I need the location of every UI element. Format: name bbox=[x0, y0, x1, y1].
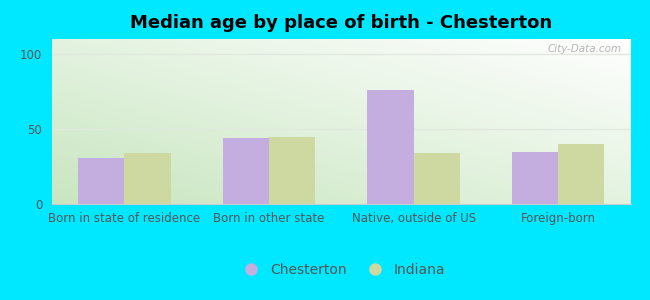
Bar bbox=[269, 136, 315, 204]
Bar bbox=[124, 153, 170, 204]
Bar bbox=[367, 90, 413, 204]
Bar bbox=[413, 153, 460, 204]
Bar bbox=[223, 138, 269, 204]
Bar bbox=[78, 158, 124, 204]
Bar bbox=[558, 144, 605, 204]
Bar bbox=[512, 152, 558, 204]
Text: City-Data.com: City-Data.com bbox=[548, 44, 622, 54]
Title: Median age by place of birth - Chesterton: Median age by place of birth - Chesterto… bbox=[130, 14, 552, 32]
Legend: Chesterton, Indiana: Chesterton, Indiana bbox=[231, 258, 451, 283]
